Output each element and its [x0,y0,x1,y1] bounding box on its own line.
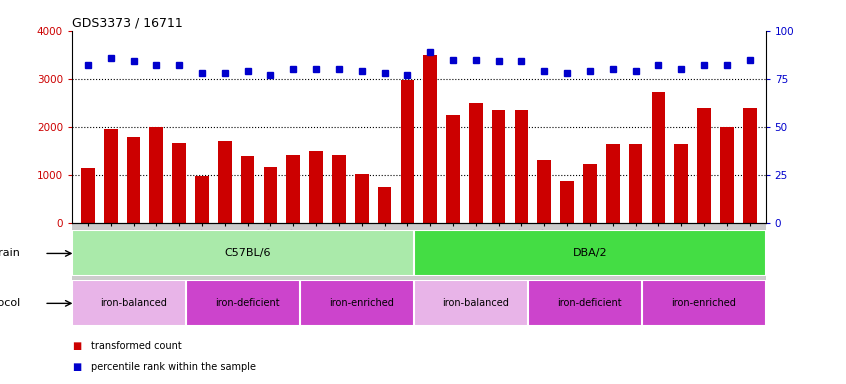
Bar [300,280,423,326]
Bar [606,144,619,223]
Bar [186,280,310,326]
Bar [400,80,415,223]
Bar [469,103,483,223]
Bar [241,157,255,223]
Bar [446,115,460,223]
Text: iron-enriched: iron-enriched [329,298,394,308]
Bar [81,169,95,223]
Text: iron-deficient: iron-deficient [558,298,622,308]
Bar [72,280,195,326]
Bar [642,280,766,326]
Bar [310,151,323,223]
Text: iron-deficient: iron-deficient [216,298,280,308]
Bar [218,141,232,223]
Text: transformed count: transformed count [91,341,181,351]
Bar [583,164,596,223]
Bar [127,137,140,223]
Bar [528,280,651,326]
Bar [720,127,733,223]
Text: iron-balanced: iron-balanced [100,298,167,308]
Bar [354,174,369,223]
Bar [415,280,537,326]
Bar [560,182,574,223]
Text: ■: ■ [72,362,81,372]
Bar [651,92,665,223]
Bar [332,155,346,223]
Bar [743,108,756,223]
Bar [674,144,688,223]
Text: DBA/2: DBA/2 [573,248,607,258]
Text: ■: ■ [72,341,81,351]
Bar [173,143,186,223]
Bar [377,187,392,223]
Bar [514,111,528,223]
Bar [150,127,163,223]
Bar [492,110,505,223]
Bar [287,155,300,223]
Text: GDS3373 / 16711: GDS3373 / 16711 [72,17,183,30]
Bar [104,129,118,223]
Bar [537,160,551,223]
Bar [629,144,642,223]
Text: percentile rank within the sample: percentile rank within the sample [91,362,255,372]
Bar [264,167,277,223]
Text: iron-balanced: iron-balanced [442,298,509,308]
Text: protocol: protocol [0,298,19,308]
Bar [697,109,711,223]
Bar [423,55,437,223]
Bar [195,176,209,223]
Text: iron-enriched: iron-enriched [672,298,737,308]
Text: strain: strain [0,248,19,258]
Bar [72,230,423,276]
Bar [415,230,766,276]
Text: C57BL/6: C57BL/6 [224,248,271,258]
